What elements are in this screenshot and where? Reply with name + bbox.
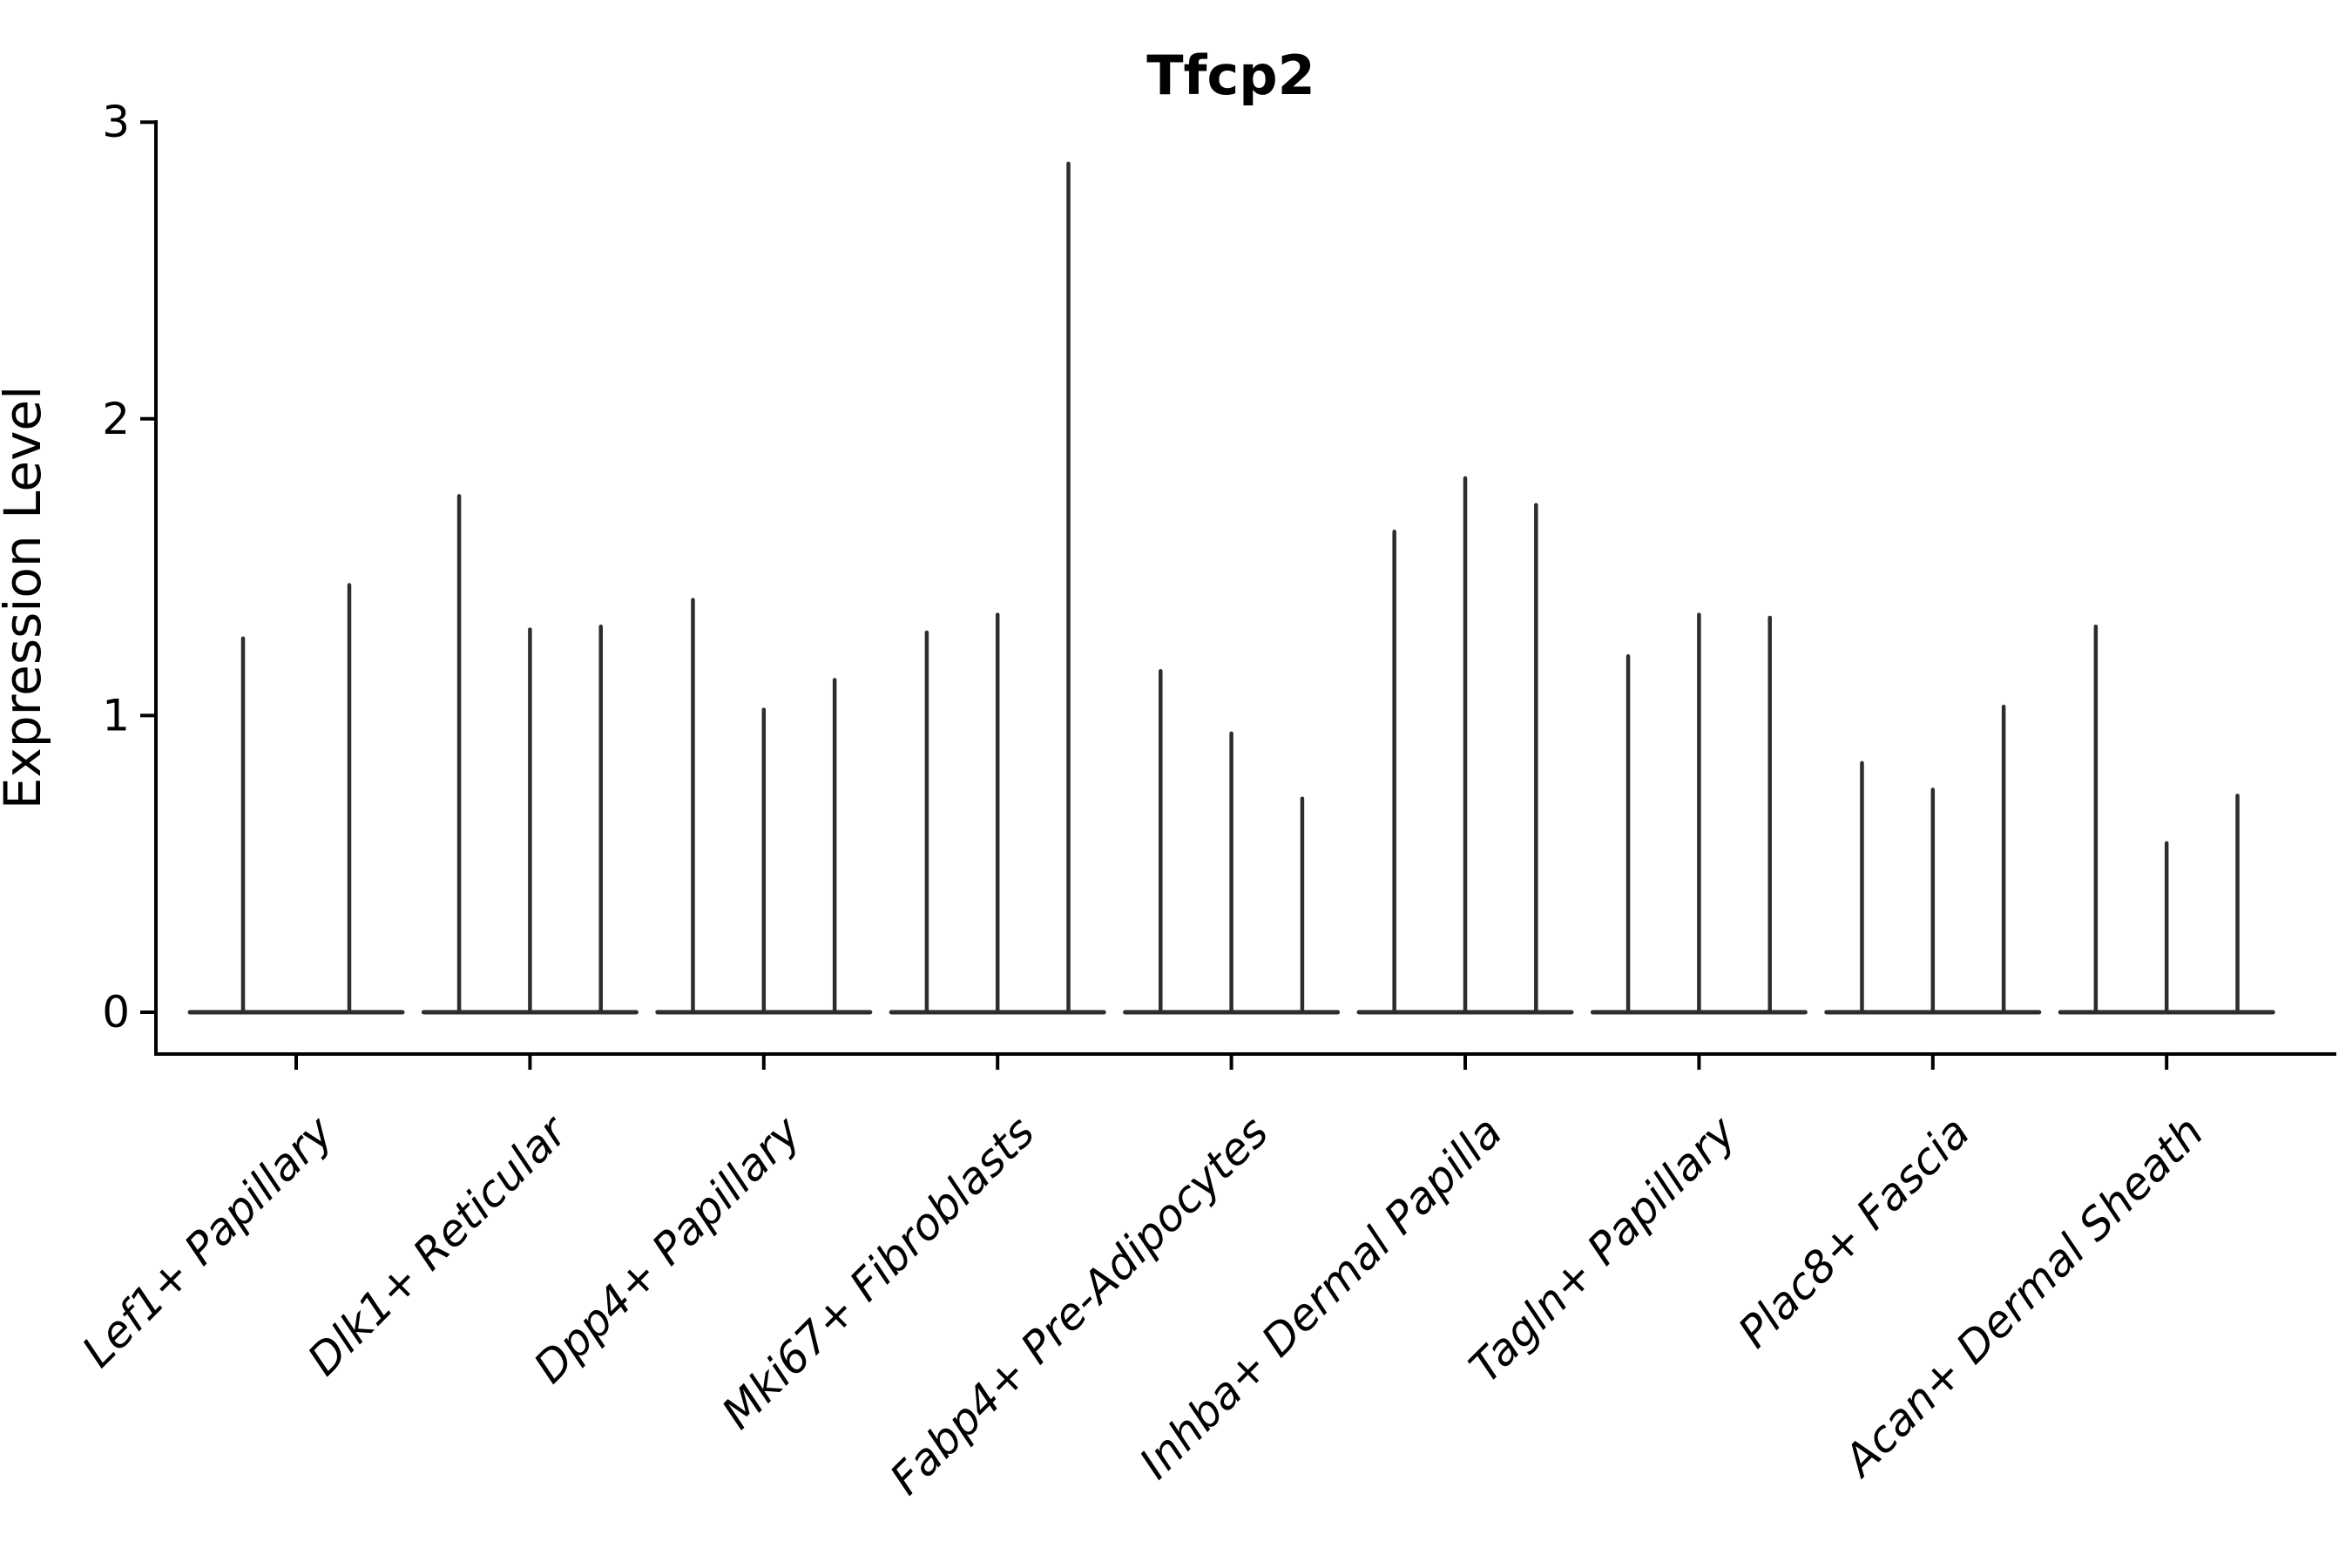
y-axis-label: Expression Level xyxy=(0,386,52,809)
y-tick-label: 0 xyxy=(102,987,130,1037)
y-tick-label: 3 xyxy=(102,97,130,147)
x-tick-label: Dlk1+ Reticular xyxy=(298,1105,578,1385)
y-tick-label: 1 xyxy=(102,690,130,740)
x-tick-label: Plac8+ Fascia xyxy=(1728,1106,1979,1357)
x-tick-label: Fabp4+ Pre-Adipocytes xyxy=(881,1106,1279,1504)
x-tick-label: Lef1+ Papillary xyxy=(72,1105,343,1376)
y-tick-label: 2 xyxy=(102,394,130,444)
violins-layer xyxy=(187,161,2275,1015)
plot-title: Tfcp2 xyxy=(1146,44,1315,107)
axes-layer: 0 1 2 3 xyxy=(102,97,2336,1070)
